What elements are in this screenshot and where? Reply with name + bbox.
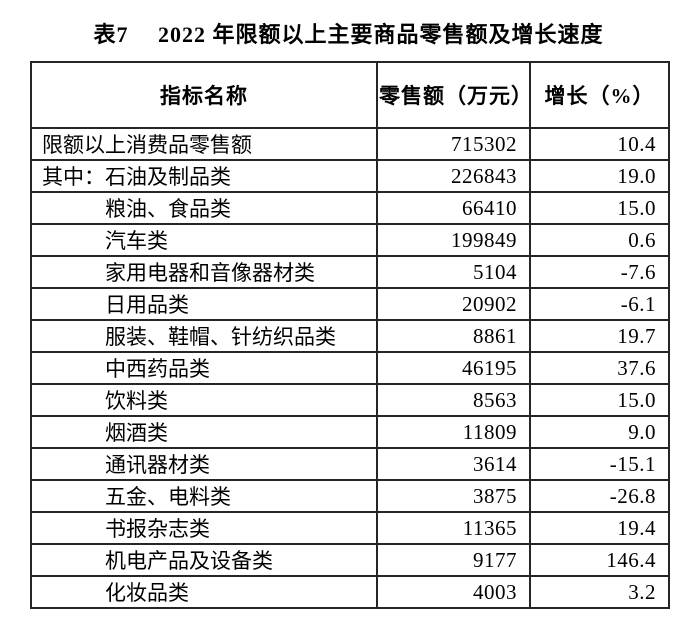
row-growth-value: 15.0 bbox=[529, 383, 670, 417]
table-row: 限额以上消费品零售额 715302 10.4 bbox=[30, 127, 670, 161]
table-row: 烟酒类 11809 9.0 bbox=[30, 415, 670, 449]
row-indicator-name: 通讯器材类 bbox=[30, 447, 378, 481]
row-growth-value: -6.1 bbox=[529, 287, 670, 321]
table-row: 五金、电料类 3875 -26.8 bbox=[30, 479, 670, 513]
row-indicator-name: 粮油、食品类 bbox=[30, 191, 378, 225]
row-indicator-name: 书报杂志类 bbox=[30, 511, 378, 545]
table-row: 机电产品及设备类 9177 146.4 bbox=[30, 543, 670, 577]
row-growth-value: 0.6 bbox=[529, 223, 670, 257]
table-row: 通讯器材类 3614 -15.1 bbox=[30, 447, 670, 481]
row-sales-value: 3614 bbox=[376, 447, 531, 481]
row-growth-value: 15.0 bbox=[529, 191, 670, 225]
header-row: 指标名称 零售额（万元） 增长（%） bbox=[30, 61, 670, 129]
row-growth-value: 3.2 bbox=[529, 575, 670, 609]
row-growth-value: 19.4 bbox=[529, 511, 670, 545]
table-row: 其中：石油及制品类 226843 19.0 bbox=[30, 159, 670, 193]
row-sales-value: 226843 bbox=[376, 159, 531, 193]
table-title: 表7 2022 年限额以上主要商品零售额及增长速度 bbox=[93, 22, 604, 47]
row-indicator-name: 限额以上消费品零售额 bbox=[30, 127, 378, 161]
table-row: 家用电器和音像器材类 5104 -7.6 bbox=[30, 255, 670, 289]
table-row: 中西药品类 46195 37.6 bbox=[30, 351, 670, 385]
row-growth-value: 19.7 bbox=[529, 319, 670, 353]
row-sales-value: 20902 bbox=[376, 287, 531, 321]
table-row: 饮料类 8563 15.0 bbox=[30, 383, 670, 417]
row-sales-value: 11809 bbox=[376, 415, 531, 449]
row-sales-value: 66410 bbox=[376, 191, 531, 225]
row-indicator-name: 服装、鞋帽、针纺织品类 bbox=[30, 319, 378, 353]
row-indicator-name: 化妆品类 bbox=[30, 575, 378, 609]
header-retail-sales: 零售额（万元） bbox=[376, 61, 531, 129]
data-table: 指标名称 零售额（万元） 增长（%） 限额以上消费品零售额 715302 10.… bbox=[30, 61, 670, 609]
row-indicator-name: 烟酒类 bbox=[30, 415, 378, 449]
row-sales-value: 199849 bbox=[376, 223, 531, 257]
row-growth-value: -26.8 bbox=[529, 479, 670, 513]
row-growth-value: -15.1 bbox=[529, 447, 670, 481]
row-growth-value: 9.0 bbox=[529, 415, 670, 449]
header-indicator-name: 指标名称 bbox=[30, 61, 378, 129]
row-indicator-name: 其中：石油及制品类 bbox=[30, 159, 378, 193]
row-growth-value: 146.4 bbox=[529, 543, 670, 577]
row-sales-value: 715302 bbox=[376, 127, 531, 161]
row-sales-value: 5104 bbox=[376, 255, 531, 289]
table-row: 服装、鞋帽、针纺织品类 8861 19.7 bbox=[30, 319, 670, 353]
row-sales-value: 4003 bbox=[376, 575, 531, 609]
row-sales-value: 3875 bbox=[376, 479, 531, 513]
table-row: 书报杂志类 11365 19.4 bbox=[30, 511, 670, 545]
table-body: 限额以上消费品零售额 715302 10.4 其中：石油及制品类 226843 … bbox=[30, 127, 670, 609]
row-sales-value: 9177 bbox=[376, 543, 531, 577]
row-indicator-name: 五金、电料类 bbox=[30, 479, 378, 513]
row-indicator-name: 家用电器和音像器材类 bbox=[30, 255, 378, 289]
row-growth-value: 37.6 bbox=[529, 351, 670, 385]
row-indicator-name: 饮料类 bbox=[30, 383, 378, 417]
table-row: 化妆品类 4003 3.2 bbox=[30, 575, 670, 609]
row-sales-value: 8861 bbox=[376, 319, 531, 353]
row-growth-value: -7.6 bbox=[529, 255, 670, 289]
row-indicator-name: 汽车类 bbox=[30, 223, 378, 257]
row-sales-value: 8563 bbox=[376, 383, 531, 417]
row-sales-value: 46195 bbox=[376, 351, 531, 385]
table-row: 汽车类 199849 0.6 bbox=[30, 223, 670, 257]
header-growth: 增长（%） bbox=[529, 61, 670, 129]
row-growth-value: 19.0 bbox=[529, 159, 670, 193]
row-sales-value: 11365 bbox=[376, 511, 531, 545]
table-row: 日用品类 20902 -6.1 bbox=[30, 287, 670, 321]
row-indicator-name: 机电产品及设备类 bbox=[30, 543, 378, 577]
row-indicator-name: 中西药品类 bbox=[30, 351, 378, 385]
table-row: 粮油、食品类 66410 15.0 bbox=[30, 191, 670, 225]
row-growth-value: 10.4 bbox=[529, 127, 670, 161]
row-indicator-name: 日用品类 bbox=[30, 287, 378, 321]
